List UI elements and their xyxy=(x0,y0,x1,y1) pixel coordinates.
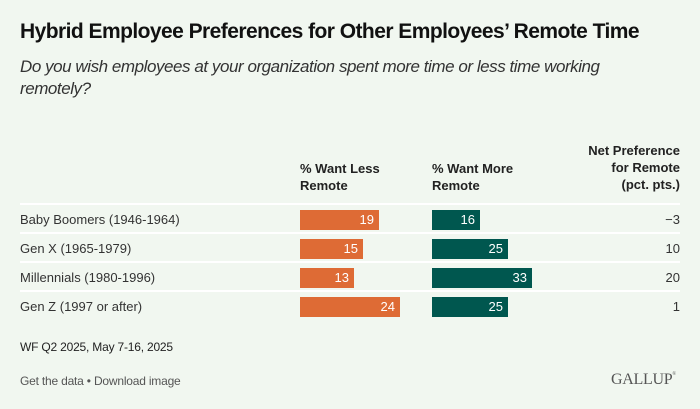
bar-more-remote: 25 xyxy=(432,239,508,259)
net-preference-value: 1 xyxy=(672,299,680,314)
bar-more-remote: 25 xyxy=(432,297,508,317)
column-header-more-remote-text: % Want More Remote xyxy=(432,161,514,193)
row-label: Gen Z (1997 or after) xyxy=(20,299,143,314)
row-separator xyxy=(20,290,680,292)
net-header-line-2: for Remote xyxy=(611,160,680,175)
get-the-data-link[interactable]: Get the data xyxy=(20,374,84,388)
chart-subtitle: Do you wish employees at your organizati… xyxy=(20,57,600,98)
net-header-line-1: Net Preference xyxy=(588,143,680,158)
bar-value-label: 25 xyxy=(488,299,503,314)
bar-less-remote: 13 xyxy=(300,268,354,288)
bar-value-label: 33 xyxy=(512,270,527,285)
bar-more-remote: 33 xyxy=(432,268,532,288)
gallup-logo: GALLUP® xyxy=(611,371,676,389)
source-note: WF Q2 2025, May 7-16, 2025 xyxy=(20,340,173,354)
column-header-less-remote-text: % Want Less Remote xyxy=(300,161,380,193)
footer-links: Get the data • Download image xyxy=(20,374,181,388)
bar-value-label: 25 xyxy=(488,241,503,256)
chart-title: Hybrid Employee Preferences for Other Em… xyxy=(20,20,640,43)
row-separator xyxy=(20,261,680,263)
bar-value-label: 24 xyxy=(380,299,395,314)
row-separator xyxy=(20,232,680,234)
column-header-net-preference: Net Preference for Remote (pct. pts.) xyxy=(550,142,680,193)
net-preference-value: 10 xyxy=(665,241,680,256)
bar-less-remote: 15 xyxy=(300,239,363,259)
bar-value-label: 15 xyxy=(343,241,358,256)
link-separator: • xyxy=(83,374,94,388)
bar-less-remote: 19 xyxy=(300,210,379,230)
column-header-less-remote: % Want Less Remote xyxy=(300,160,420,194)
registered-mark: ® xyxy=(672,372,676,377)
net-header-line-3: (pct. pts.) xyxy=(621,177,681,192)
bar-less-remote: 24 xyxy=(300,297,400,317)
column-header-more-remote: % Want More Remote xyxy=(432,160,552,194)
row-label: Millennials (1980-1996) xyxy=(20,270,156,285)
bar-more-remote: 16 xyxy=(432,210,480,230)
net-preference-value: −3 xyxy=(665,212,680,227)
bar-value-label: 19 xyxy=(359,212,374,227)
row-label: Gen X (1965-1979) xyxy=(20,241,132,256)
row-label: Baby Boomers (1946-1964) xyxy=(20,212,180,227)
net-preference-value: 20 xyxy=(665,270,680,285)
download-image-link[interactable]: Download image xyxy=(93,374,181,388)
row-separator xyxy=(20,203,680,205)
bar-value-label: 16 xyxy=(460,212,475,227)
gallup-logo-text: GALLUP xyxy=(611,371,673,388)
bar-value-label: 13 xyxy=(334,270,349,285)
